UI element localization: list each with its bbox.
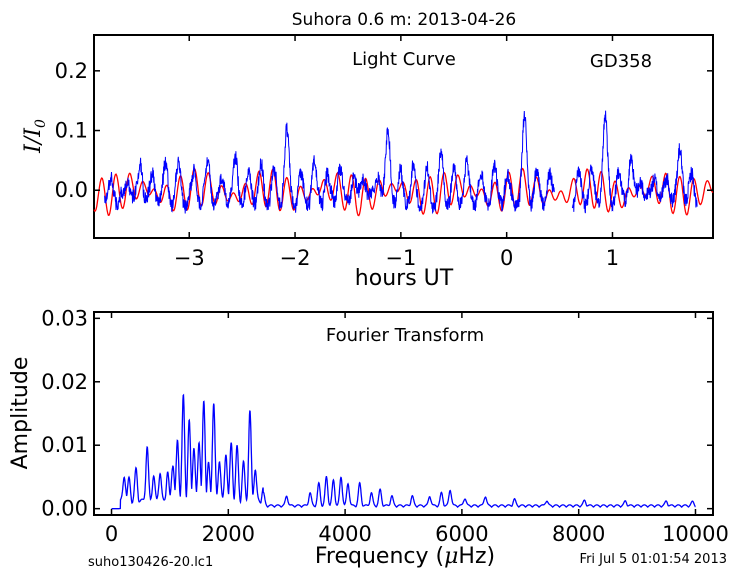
light-curve-x-tick-label: −3 [174,246,205,270]
fourier-amplitude-line [111,393,696,510]
fourier-panel: 0 2000 4000 6000 8000 10000 0.00 0.01 0.02 0.03 F… [8,306,729,569]
fourier-x-tick-label: 2000 [202,522,255,546]
figure-title: Suhora 0.6 m: 2013-04-26 [292,10,516,30]
light-curve-y-tick-label: 0.1 [55,119,88,143]
fourier-y-tick-label: 0.02 [41,370,88,394]
light-curve-y-axis-label-text: I/I0 [21,119,49,154]
light-curve-panel: −3 −2 −1 0 1 0.0 0.1 0.2 Light Curve GD358 hour… [21,34,714,291]
light-curve-x-tick-label: −1 [385,246,416,270]
fourier-y-axis-label: Amplitude [8,357,33,470]
footer-filename: suho130426-20.lc1 [88,555,213,570]
footer-timestamp: Fri Jul 5 01:01:54 2013 [580,552,727,567]
fourier-annotation: Fourier Transform [326,325,484,346]
fourier-x-axis-label: Frequency (μHz) [315,544,495,569]
fourier-series-group [111,393,696,510]
fourier-x-tick-label: 0 [105,522,118,546]
fourier-x-tick-label: 4000 [318,522,371,546]
light-curve-x-axis-label: hours UT [355,266,454,291]
light-curve-x-tick-label: 0 [500,246,513,270]
fourier-frame [93,311,714,516]
fourier-x-tick-label: 8000 [552,522,605,546]
fourier-ticks-group: 0 2000 4000 6000 8000 10000 0.00 0.01 0.02 0.03 [41,306,729,546]
light-curve-x-tick-label: 1 [606,246,619,270]
light-curve-series-group [93,110,714,217]
light-curve-x-tick-label: −2 [280,246,311,270]
light-curve-y-axis-label: I/I0 [21,119,49,154]
observed-light-curve-line [104,110,555,215]
fourier-y-tick-label: 0.01 [41,433,88,457]
light-curve-annotation: Light Curve [352,49,456,70]
observed-light-curve-line-segment-2 [571,110,698,214]
light-curve-ticks-group: −3 −2 −1 0 1 0.0 0.1 0.2 [55,35,713,270]
light-curve-frame [93,34,714,239]
fourier-y-tick-label: 0.00 [41,497,88,521]
fourier-x-tick-label: 6000 [435,522,488,546]
target-name-label: GD358 [590,51,652,72]
light-curve-y-tick-label: 0.2 [55,59,88,83]
light-curve-y-tick-label: 0.0 [55,178,88,202]
fourier-x-tick-label: 10000 [662,522,729,546]
fourier-y-tick-label: 0.03 [41,306,88,330]
